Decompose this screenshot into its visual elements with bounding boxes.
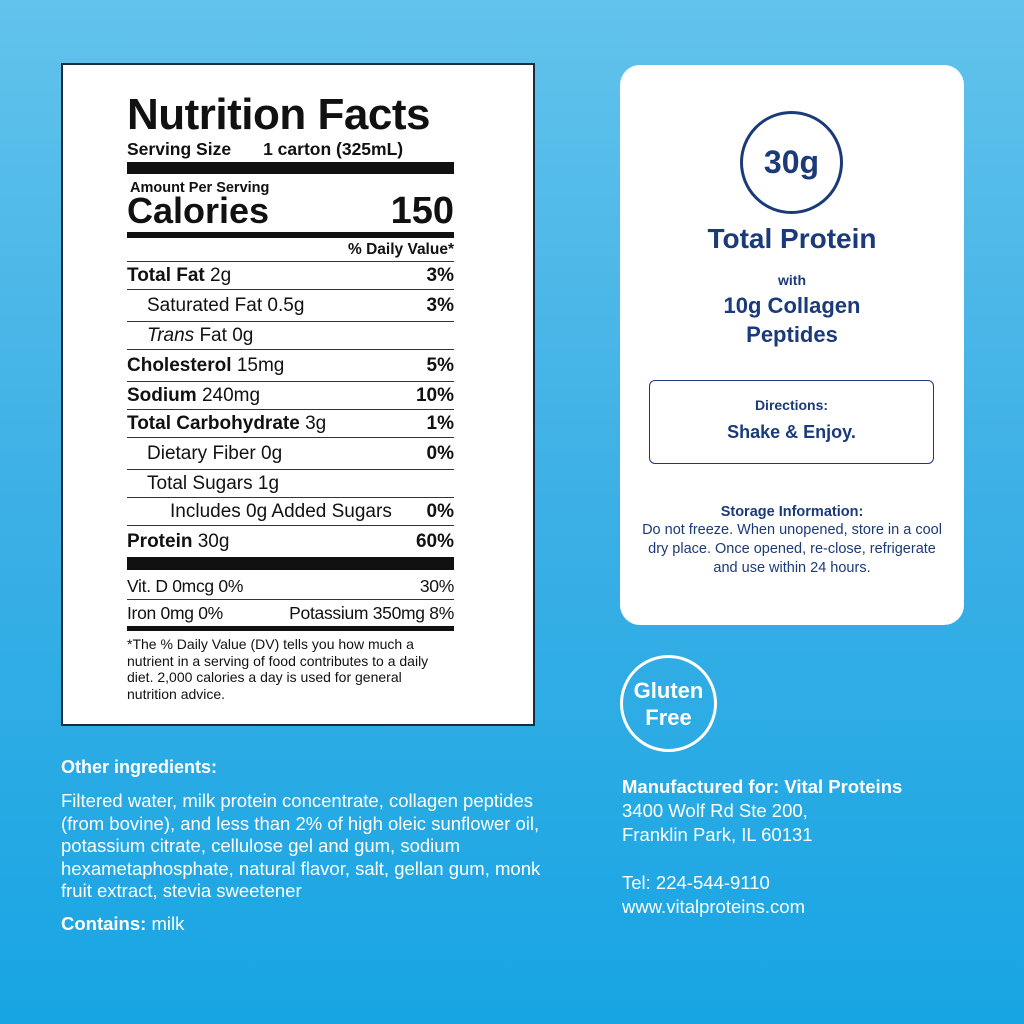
serving-size-label: Serving Size — [127, 139, 232, 159]
website-link[interactable]: www.vitalproteins.com — [622, 896, 806, 917]
nutrient-name-italic: Trans — [147, 325, 195, 346]
divider-thick — [127, 162, 454, 174]
nutrient-pct: 0% — [426, 443, 454, 464]
phone-number: Tel: 224-544-9110 — [622, 872, 770, 893]
nutrient-amount: 15mg — [236, 355, 285, 376]
contains-line: Contains: milk — [61, 913, 541, 935]
manufacturer-section: Manufactured for: Vital Proteins 3400 Wo… — [622, 775, 1002, 919]
storage-title: Storage Information: — [720, 504, 864, 520]
divider-medium — [127, 626, 454, 631]
nutrient-row-total-sugars: Total Sugars 1g — [127, 469, 454, 497]
nutrient-amount: 3g — [305, 413, 327, 434]
nutrient-amount: 1g — [257, 473, 280, 494]
with-label: with — [778, 272, 806, 288]
nutrition-title: Nutrition Facts — [127, 90, 430, 139]
ingredients-title: Other ingredients: — [61, 757, 218, 777]
nutrient-name: Fat — [199, 325, 227, 346]
calories-row: Calories 150 — [127, 190, 454, 232]
nutrient-amount: 30g — [197, 531, 230, 552]
vitamin-d-row: Vit. D 0mcg 0% 30% — [127, 573, 454, 599]
nutrient-amount: 0g — [261, 443, 283, 464]
directions-box: Directions: Shake & Enjoy. — [649, 380, 934, 464]
daily-value-header: % Daily Value* — [348, 241, 454, 258]
collagen-line-2: Peptides — [746, 322, 838, 347]
nutrient-pct: 3% — [426, 265, 454, 286]
nutrient-amount: 0.5g — [267, 295, 305, 316]
nutrient-row-total-fat: Total Fat 2g 3% — [127, 261, 454, 289]
divider-medium — [127, 232, 454, 238]
iron-text: Iron 0mg 0% — [127, 603, 223, 623]
directions-value: Shake & Enjoy. — [727, 422, 856, 442]
nutrient-amount: 240mg — [201, 385, 261, 406]
manufacturer-label: Manufactured for: Vital Proteins — [622, 776, 903, 797]
nutrient-pct: 1% — [426, 413, 454, 434]
nutrient-row-added-sugars: Includes 0g Added Sugars 0% — [127, 497, 454, 525]
collagen-text: 10g Collagen Peptides — [620, 291, 964, 349]
collagen-line-1: 10g Collagen — [723, 293, 861, 318]
nutrient-pct: 60% — [415, 531, 454, 552]
nutrient-pct: 3% — [426, 295, 454, 316]
nutrition-facts-panel: Nutrition Facts Serving Size 1 carton (3… — [61, 63, 535, 726]
total-protein-label: Total Protein — [707, 223, 877, 254]
protein-info-card: 30g Total Protein with 10g Collagen Pept… — [620, 65, 964, 625]
nutrient-amount: 2g — [210, 265, 232, 286]
directions-label: Directions: — [754, 397, 829, 413]
serving-size-value: 1 carton (325mL) — [263, 139, 404, 159]
gluten-free-line-2: Free — [645, 704, 692, 730]
nutrient-row-sodium: Sodium 240mg 10% — [127, 381, 454, 409]
potassium-text: Potassium 350mg 8% — [289, 603, 454, 623]
address-line-1: 3400 Wolf Rd Ste 200, — [622, 800, 808, 821]
ingredients-section: Other ingredients: Filtered water, milk … — [61, 757, 541, 935]
serving-size: Serving Size 1 carton (325mL) — [127, 139, 454, 159]
nutrient-row-saturated-fat: Saturated Fat 0.5g 3% — [127, 289, 454, 321]
contains-label: Contains: — [61, 912, 147, 934]
nutrient-pct: 5% — [426, 355, 454, 376]
gluten-free-line-1: Gluten — [633, 677, 704, 703]
divider-thick — [127, 557, 454, 570]
nutrient-amount: 0g — [232, 325, 254, 346]
nutrient-pct: 0% — [426, 501, 454, 522]
protein-badge: 30g — [740, 111, 843, 214]
nutrient-row-trans-fat: Trans Fat 0g — [127, 321, 454, 349]
address-line-2: Franklin Park, IL 60131 — [622, 824, 813, 845]
nutrient-name: Total Sugars — [147, 473, 253, 494]
nutrient-row-cholesterol: Cholesterol 15mg 5% — [127, 349, 454, 381]
nutrient-name: Total Fat — [127, 265, 205, 286]
iron-potassium-row: Iron 0mg 0% Potassium 350mg 8% — [127, 599, 454, 626]
nutrient-name: Cholesterol — [127, 355, 232, 376]
nutrient-pct: 10% — [415, 385, 454, 406]
contains-value: milk — [151, 912, 185, 934]
nutrient-name: Dietary Fiber — [147, 443, 256, 464]
vitamin-d-text: Vit. D 0mcg 0% — [127, 576, 244, 596]
nutrient-name: Sodium — [127, 385, 197, 406]
nutrient-name: Saturated Fat — [147, 295, 263, 316]
storage-body: Do not freeze. When unopened, store in a… — [642, 522, 942, 576]
calories-value: 150 — [390, 190, 454, 232]
calories-label: Calories — [127, 190, 270, 231]
nutrient-name: Includes 0g Added Sugars — [170, 501, 392, 522]
daily-value-footnote: *The % Daily Value (DV) tells you how mu… — [127, 636, 429, 702]
amount-per-serving: Amount Per Serving — [130, 180, 270, 196]
ingredients-body: Filtered water, milk protein concentrate… — [61, 790, 541, 901]
nutrient-name: Protein — [127, 531, 193, 552]
spacer — [622, 847, 1002, 871]
vitamin-d-pct: 30% — [419, 576, 454, 596]
gluten-free-badge: Gluten Free — [620, 655, 717, 752]
nutrient-name: Total Carbohydrate — [127, 413, 300, 434]
nutrient-row-dietary-fiber: Dietary Fiber 0g 0% — [127, 437, 454, 469]
nutrient-row-total-carbohydrate: Total Carbohydrate 3g 1% — [127, 409, 454, 437]
nutrient-row-protein: Protein 30g 60% — [127, 525, 454, 557]
